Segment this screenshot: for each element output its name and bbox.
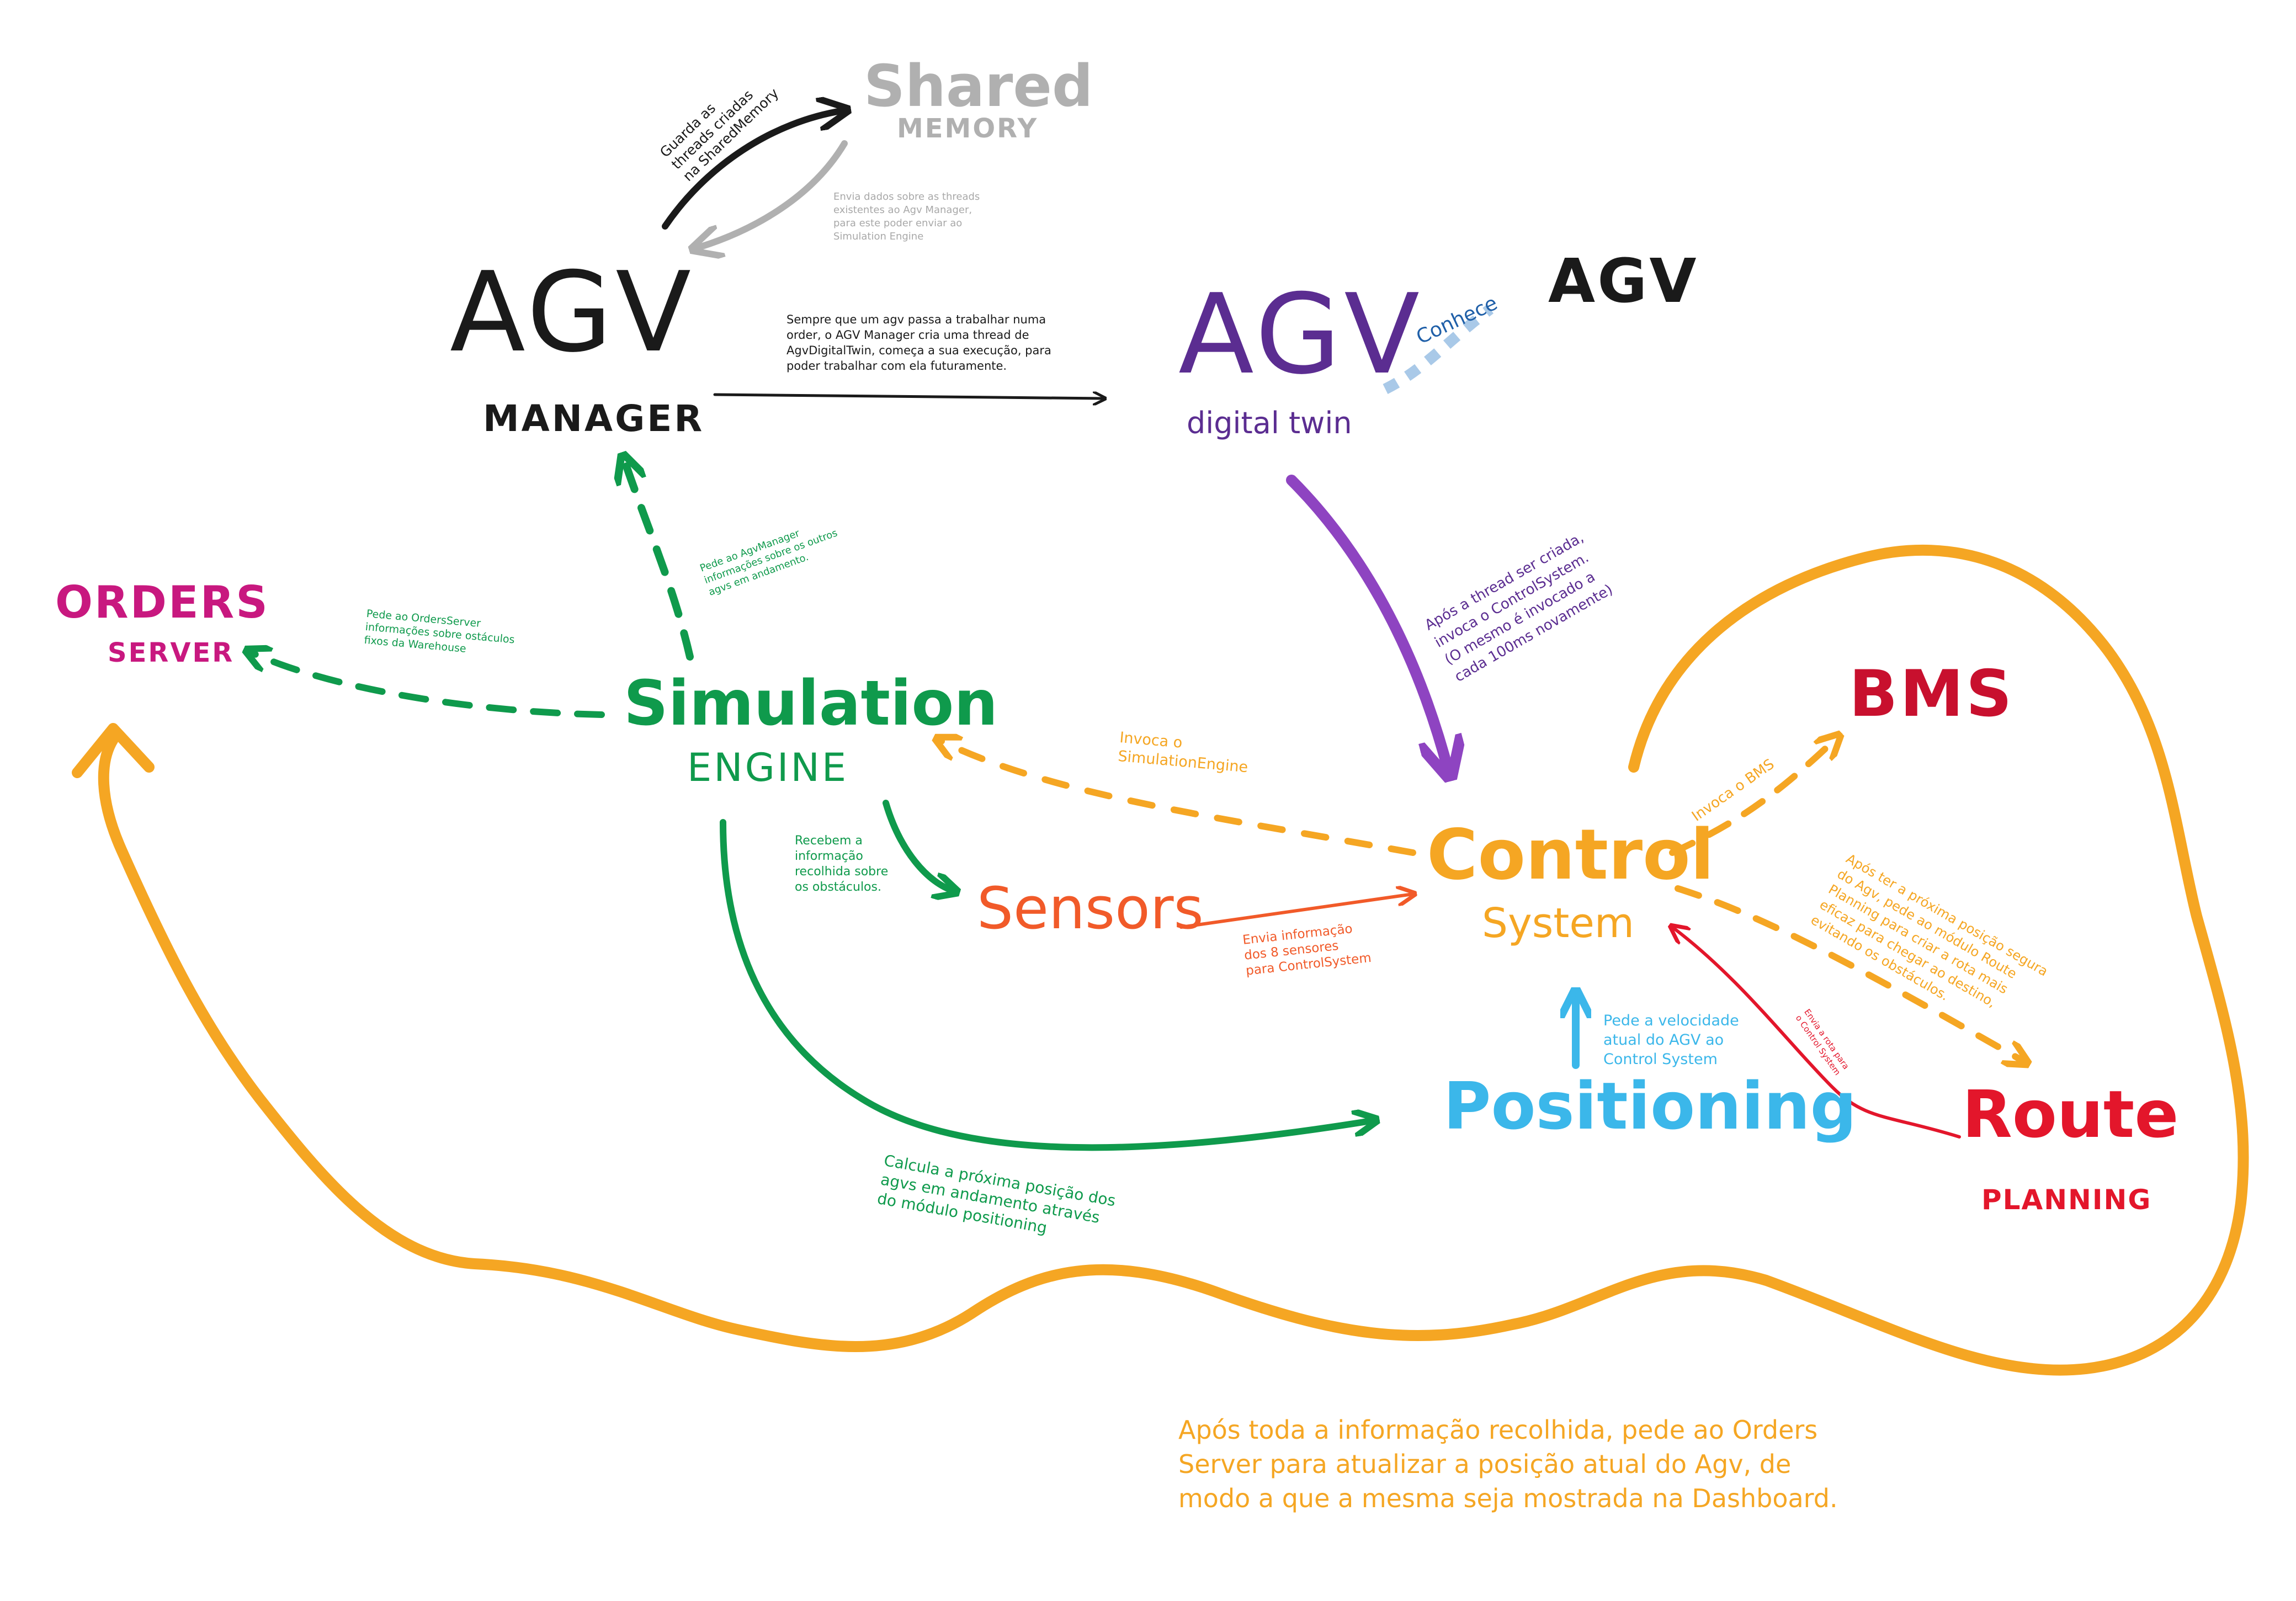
agv-title: AGV bbox=[1548, 246, 1699, 316]
sensors-title: Sensors bbox=[977, 875, 1204, 942]
orange-loop-arrowhead bbox=[72, 723, 155, 778]
shared-memory-subtitle: MEMORY bbox=[897, 113, 1039, 144]
arrow-simulation-to-manager bbox=[624, 458, 694, 661]
agv-manager-title: AGV bbox=[450, 248, 695, 377]
positioning-title: Positioning bbox=[1443, 1068, 1857, 1144]
arrow-route-to-control bbox=[1672, 927, 1961, 1139]
bms-title: BMS bbox=[1849, 657, 2015, 731]
arrow-shared-memory-to-manager bbox=[695, 140, 848, 248]
note-apos-toda-info: Após toda a informação recolhida, pede a… bbox=[1178, 1415, 1838, 1513]
arrow-digital-twin-to-control bbox=[1286, 475, 1449, 773]
note-pede-velocidade: Pede a velocidade atual do AGV ao Contro… bbox=[1603, 1012, 1739, 1068]
arrow-sensors-to-control bbox=[1179, 894, 1413, 929]
simulation-engine-title: Simulation bbox=[624, 668, 998, 740]
note-sempre-que-agv: Sempre que um agv passa a trabalhar numa… bbox=[786, 313, 1051, 373]
note-envia-dados-threads: Envia dados sobre as threads existentes … bbox=[833, 191, 980, 242]
shared-memory-title: Shared bbox=[864, 52, 1093, 120]
connector-conhece bbox=[1383, 305, 1494, 394]
digital-twin-subtitle: digital twin bbox=[1187, 406, 1352, 440]
control-system-title: Control bbox=[1427, 814, 1714, 895]
simulation-engine-subtitle: ENGINE bbox=[687, 745, 849, 790]
agv-manager-subtitle: MANAGER bbox=[483, 397, 705, 440]
arrow-control-to-simulation bbox=[938, 740, 1416, 856]
orders-server-subtitle: SERVER bbox=[108, 637, 235, 668]
arrow-simulation-to-positioning bbox=[720, 819, 1374, 1151]
arrow-control-to-bms bbox=[1669, 737, 1838, 856]
control-system-subtitle: System bbox=[1482, 900, 1634, 947]
route-planning-title: Route bbox=[1962, 1076, 2179, 1152]
arrow-manager-to-digital-twin bbox=[713, 395, 1104, 398]
arrow-simulation-to-orders bbox=[248, 651, 605, 718]
orders-server-title: ORDERS bbox=[55, 577, 269, 628]
route-planning-subtitle: PLANNING bbox=[1981, 1184, 2152, 1216]
orange-loop-connector bbox=[98, 544, 2249, 1376]
arrow-simulation-to-sensors bbox=[883, 800, 955, 891]
note-recebem-info: Recebem a informação recolhida sobre os … bbox=[795, 834, 889, 894]
arrow-manager-to-shared-memory bbox=[662, 110, 844, 230]
arrow-control-to-route bbox=[1675, 885, 2026, 1062]
digital-twin-title: AGV bbox=[1178, 270, 1423, 399]
